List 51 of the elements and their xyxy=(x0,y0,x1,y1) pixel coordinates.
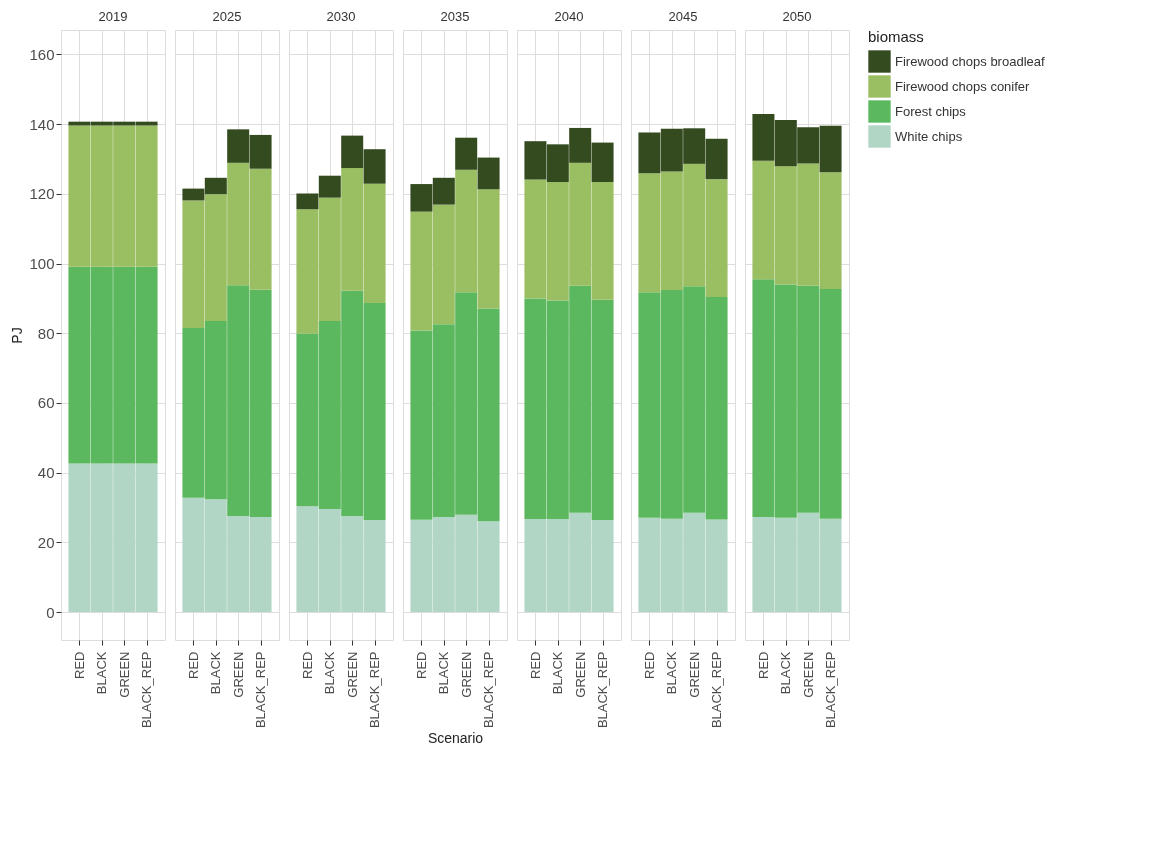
x-tick-label: GREEN xyxy=(686,651,702,698)
x-tick-label: GREEN xyxy=(230,651,246,698)
x-tick-label: BLACK_REP xyxy=(139,651,155,729)
chart-title: 2035 xyxy=(440,9,470,24)
legend-label: Firewood chops conifer xyxy=(895,78,1031,94)
x-tick-label: GREEN xyxy=(344,651,360,698)
chart-title: 2045 xyxy=(668,9,698,24)
y-tick-label: 80 xyxy=(37,324,55,342)
chart-title: 2040 xyxy=(554,9,584,24)
x-tick-label: BLACK xyxy=(550,651,566,695)
x-tick-label: BLACK_REP xyxy=(367,651,383,729)
legend-title: biomass xyxy=(868,28,924,45)
x-tick-label: BLACK_REP xyxy=(481,651,497,729)
x-tick-label: BLACK xyxy=(94,651,110,695)
x-tick-label: BLACK_REP xyxy=(823,651,839,729)
chart-title: 2025 xyxy=(212,9,242,24)
x-tick-label: BLACK_REP xyxy=(253,651,269,729)
x-tick-label: GREEN xyxy=(800,651,816,698)
x-tick-label: RED xyxy=(641,651,657,679)
x-tick-label: BLACK xyxy=(664,651,680,695)
x-tick-label: BLACK xyxy=(778,651,794,695)
y-tick-label: 20 xyxy=(37,533,55,551)
y-tick-label: 40 xyxy=(37,464,55,482)
x-tick-label: RED xyxy=(71,651,87,679)
x-tick-label: BLACK xyxy=(436,651,452,695)
x-tick-label: GREEN xyxy=(116,651,132,698)
legend-label: Firewood chops broadleaf xyxy=(895,53,1045,69)
x-tick-label: BLACK_REP xyxy=(709,651,725,729)
y-tick-label: 140 xyxy=(29,115,55,133)
y-axis-title: PJ xyxy=(9,327,26,344)
x-tick-label: RED xyxy=(413,651,429,679)
x-tick-label: RED xyxy=(755,651,771,679)
y-tick-label: 100 xyxy=(29,255,55,273)
x-tick-label: RED xyxy=(185,651,201,679)
chart-title: 2019 xyxy=(98,9,128,24)
x-tick-label: RED xyxy=(527,651,543,679)
x-tick-label: BLACK xyxy=(322,651,338,695)
x-tick-label: GREEN xyxy=(572,651,588,698)
y-tick-label: 160 xyxy=(29,45,55,63)
chart-title: 2050 xyxy=(782,9,812,24)
x-tick-label: BLACK xyxy=(208,651,224,695)
x-tick-label: BLACK_REP xyxy=(595,651,611,729)
x-tick-label: GREEN xyxy=(458,651,474,698)
legend-label: Forest chips xyxy=(895,103,967,119)
chart-title: 2030 xyxy=(326,9,356,24)
y-tick-label: 0 xyxy=(46,603,55,621)
x-axis-title: Scenario xyxy=(427,730,484,747)
y-tick-label: 60 xyxy=(37,394,55,412)
y-tick-label: 120 xyxy=(29,185,55,203)
legend-label: White chips xyxy=(895,128,963,144)
x-tick-label: RED xyxy=(299,651,315,679)
